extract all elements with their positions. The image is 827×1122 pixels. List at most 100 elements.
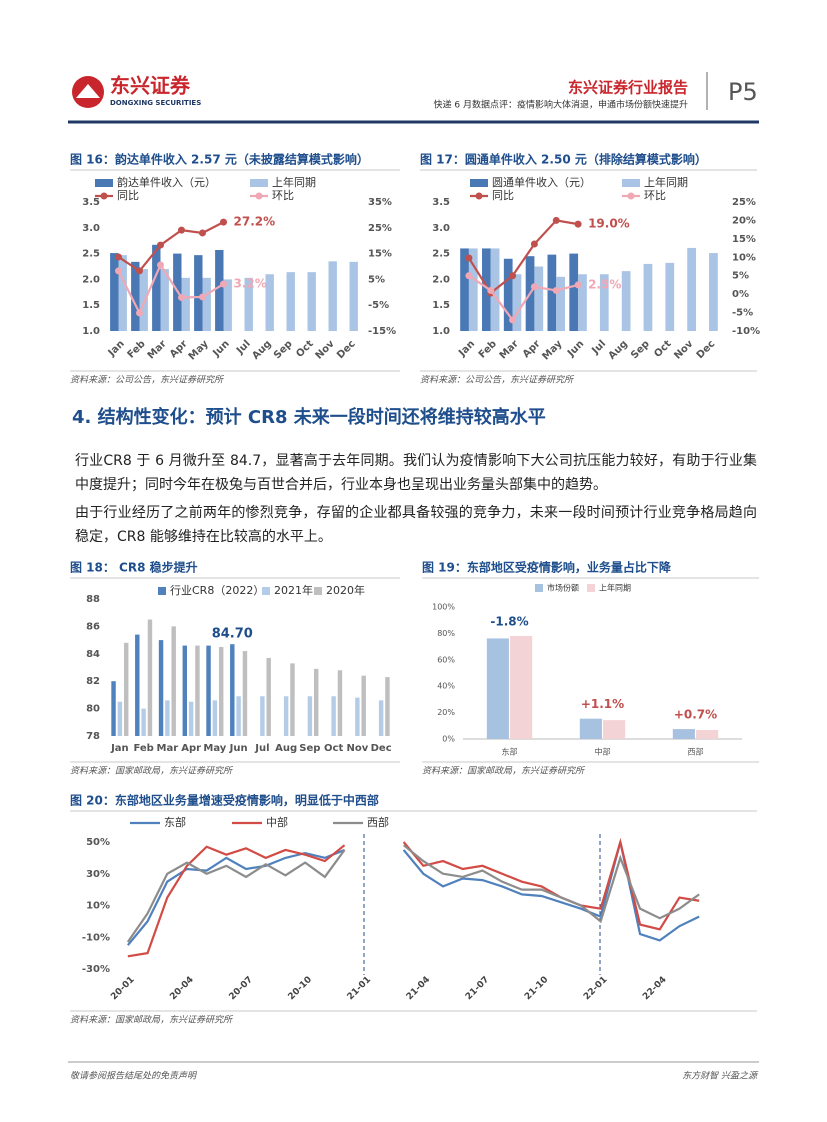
point	[199, 293, 206, 301]
bar	[206, 645, 211, 736]
bar	[328, 261, 337, 331]
bar	[147, 619, 153, 736]
bar	[118, 255, 127, 331]
point	[574, 220, 582, 228]
legend-swatch	[262, 587, 270, 595]
legend-swatch	[622, 179, 640, 187]
y-tick-label: 3.5	[82, 197, 100, 208]
point	[530, 283, 538, 291]
y-tick-label: 0%	[442, 735, 455, 744]
logo-english: DONGXING SECURITIES	[110, 99, 201, 107]
bar	[218, 646, 224, 736]
figure-source: 资料来源：国家邮政局，东兴证券研究所	[422, 766, 586, 777]
legend-swatch	[314, 587, 322, 595]
footer-slogan: 东方财智 兴盈之源	[682, 1071, 759, 1082]
x-tick-label: 20-01	[109, 975, 136, 1002]
figure-source: 资料来源：国家邮政局，东兴证券研究所	[70, 766, 234, 777]
legend-label: 上年同期	[272, 175, 316, 189]
legend-swatch	[470, 179, 488, 187]
y-tick-label: 3.0	[432, 223, 450, 234]
value-label: 84.70	[212, 627, 253, 642]
bar	[131, 261, 140, 331]
bar	[569, 253, 579, 331]
bar	[512, 274, 522, 331]
point	[509, 316, 517, 324]
legend-label: 西部	[367, 815, 389, 829]
bar	[468, 248, 478, 331]
bar	[215, 249, 224, 331]
y2-tick-label: 20%	[732, 215, 756, 226]
point	[136, 267, 143, 275]
y-tick-label: 88	[86, 594, 100, 605]
y2-tick-label: -10%	[732, 326, 760, 337]
bar	[141, 708, 146, 736]
bar	[139, 269, 148, 331]
x-tick-label: Jun	[229, 743, 248, 754]
bar	[160, 269, 169, 331]
y2-tick-label: 0%	[732, 289, 749, 300]
logo-name: 东兴证券	[110, 74, 191, 98]
legend-label: 2020年	[326, 583, 365, 597]
bar	[603, 720, 626, 739]
bar	[672, 729, 695, 739]
bar	[283, 696, 289, 736]
x-tick-label: Oct	[652, 338, 674, 360]
x-tick-label: 21-10	[523, 975, 550, 1002]
x-tick-label: Dec	[695, 338, 718, 361]
figure-caption: 图 20：东部地区业务量增速受疫情影响，明显低于中西部	[70, 793, 379, 808]
x-tick-label: Jan	[110, 743, 129, 754]
legend-swatch	[535, 584, 543, 592]
paragraph: 行业CR8 于 6 月微升至 84.7，显著高于去年同期。我们认为疫情影响下大公…	[75, 453, 757, 493]
legend-label: 同比	[117, 189, 139, 202]
bar	[223, 279, 232, 331]
y2-tick-label: 10%	[732, 252, 756, 263]
bar	[152, 244, 161, 331]
x-tick-label: Jun	[565, 338, 586, 359]
point	[509, 272, 517, 280]
bar	[188, 701, 194, 736]
point	[220, 218, 227, 226]
line	[127, 841, 700, 946]
point	[465, 272, 473, 280]
bar	[236, 696, 241, 736]
line	[126, 844, 700, 943]
bar	[709, 253, 718, 331]
y2-tick-label: 25%	[368, 223, 392, 234]
bar	[307, 272, 316, 331]
bar	[195, 645, 200, 736]
legend-swatch	[627, 192, 635, 200]
y-tick-label: 80%	[437, 629, 455, 638]
y-tick-label: 2.0	[432, 274, 450, 285]
x-tick-label: Sep	[299, 743, 320, 754]
line	[127, 837, 700, 958]
x-tick-label: Feb	[477, 338, 499, 360]
y2-tick-label: 15%	[732, 234, 756, 245]
bar	[181, 277, 190, 331]
value-label: 2.5%	[588, 277, 621, 291]
y-tick-label: 82	[86, 676, 100, 687]
y-tick-label: 1.5	[82, 300, 100, 311]
y-tick-label: 2.0	[82, 274, 100, 285]
y-tick-label: 10%	[86, 901, 110, 912]
bar	[117, 701, 123, 736]
x-tick-label: Jan	[456, 338, 477, 359]
line	[117, 262, 225, 316]
bar	[482, 248, 491, 331]
page-number: P5	[728, 78, 758, 106]
x-tick-label: 21-07	[464, 975, 491, 1002]
value-label: 3.2%	[234, 277, 267, 291]
legend-label: 环比	[272, 189, 294, 202]
bar	[123, 642, 129, 736]
x-tick-label: 22-01	[582, 975, 609, 1002]
bar	[135, 634, 140, 736]
x-tick-label: 20-07	[228, 975, 255, 1002]
bar	[242, 651, 248, 736]
y-tick-label: 50%	[86, 837, 110, 848]
figure-caption: 图 18： CR8 稳步提升	[70, 560, 198, 575]
logo-icon-mark	[76, 84, 100, 98]
legend-label: 圆通单件收入（元）	[492, 175, 591, 189]
bar	[578, 274, 587, 331]
bar	[313, 668, 319, 736]
x-tick-label: Apr	[168, 338, 190, 360]
